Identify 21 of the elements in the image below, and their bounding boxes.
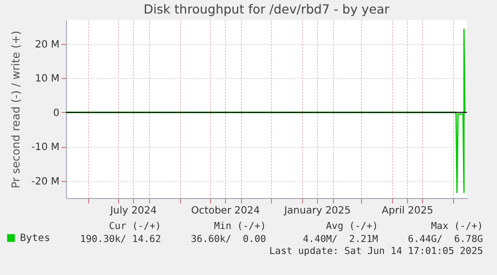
x-tick-label: July 2024 [109,206,157,216]
text: 190.30k/ 14.62 [80,234,161,246]
text: Cur (-/+) [109,221,161,233]
x-tick-label: April 2025 [382,206,434,216]
y-tick-label: -20 M [31,176,60,188]
text: 4.40M/ 2.21M [302,234,378,246]
y-tick-label: 0 [53,108,60,119]
x-tick-label: January 2025 [283,206,351,216]
text: 36.60k/ 0.00 [190,234,266,246]
y-tick-label: -10 M [31,142,60,154]
text: Avg (-/+) [326,221,378,233]
x-tick-label: October 2024 [191,206,260,216]
y-axis-title: Pr second read (-) / write (+) [9,30,22,188]
text: 6.44G/ 6.78G [408,234,483,246]
y-tick-label: 20 M [34,39,60,50]
y-tick-label: 10 M [34,74,60,85]
text: Max (-/+) [431,221,483,233]
text: Min (-/+) [214,221,266,233]
chart-title: Disk throughput for /dev/rbd7 - by year [144,2,390,16]
text: Last update: Sat Jun 14 17:01:05 2025 [269,246,483,258]
legend-label: Bytes [20,233,50,244]
